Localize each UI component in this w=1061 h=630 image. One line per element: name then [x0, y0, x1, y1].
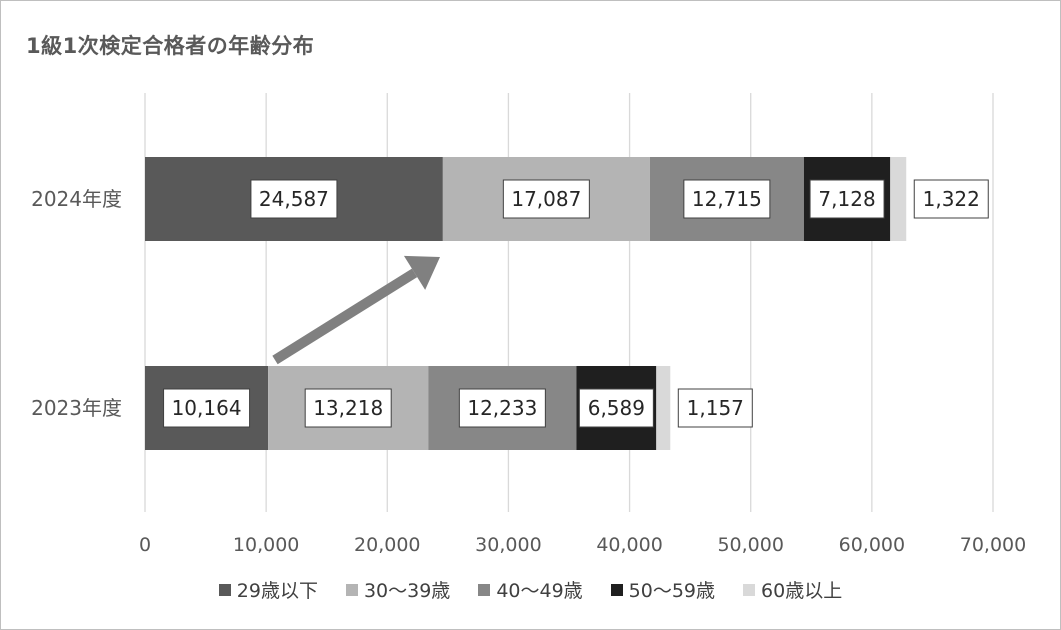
- legend-label: 50～59歳: [628, 580, 716, 602]
- data-label: 10,164: [172, 396, 242, 420]
- chart-title: 1級1次検定合格者の年齢分布: [26, 34, 315, 58]
- data-label-box: [250, 179, 338, 219]
- x-tick-label: 60,000: [839, 534, 905, 556]
- data-label: 6,589: [588, 396, 645, 420]
- legend-item: 50～59歳: [610, 576, 716, 603]
- x-tick-label: 30,000: [475, 534, 541, 556]
- category-label: 2024年度: [31, 187, 122, 211]
- legend-item: 40～49歳: [478, 576, 583, 603]
- legend-label: 60歳以上: [761, 580, 843, 602]
- data-label-box: [683, 179, 771, 219]
- data-label-box: [677, 388, 753, 428]
- data-label: 17,087: [511, 187, 581, 211]
- category-label: 2023年度: [31, 396, 122, 420]
- data-label-box: [809, 179, 885, 219]
- data-label: 13,218: [313, 396, 383, 420]
- legend-swatch: [610, 583, 623, 596]
- legend-item: 29歳以下: [218, 576, 318, 603]
- data-label: 7,128: [818, 187, 875, 211]
- data-label-box: [578, 388, 654, 428]
- x-tick-label: 0: [139, 534, 151, 556]
- legend-swatch: [218, 583, 231, 596]
- legend-label: 29歳以下: [236, 580, 318, 602]
- chart-legend: 29歳以下 30～39歳 40～49歳 50～59歳 60歳以上: [0, 576, 1061, 603]
- data-label: 24,587: [259, 187, 329, 211]
- legend-item: 60歳以上: [743, 576, 842, 603]
- x-tick-label: 50,000: [717, 534, 783, 556]
- bar-segment: [656, 366, 671, 450]
- x-tick-label: 40,000: [596, 534, 662, 556]
- annotation-arrow-shaft: [272, 268, 418, 365]
- data-label: 12,715: [692, 187, 762, 211]
- x-tick-label: 10,000: [233, 534, 299, 556]
- legend-label: 30～39歳: [363, 580, 451, 602]
- x-tick-label: 70,000: [960, 534, 1026, 556]
- data-label-box: [458, 388, 546, 428]
- data-label: 1,322: [923, 187, 980, 211]
- legend-swatch: [345, 583, 358, 596]
- data-label-box: [502, 179, 590, 219]
- data-label: 12,233: [467, 396, 537, 420]
- data-label-box: [304, 388, 392, 428]
- x-tick-label: 20,000: [354, 534, 420, 556]
- data-label-box: [913, 179, 989, 219]
- data-label: 1,157: [687, 396, 744, 420]
- legend-swatch: [478, 583, 491, 596]
- data-label-box: [163, 388, 251, 428]
- bar-segment: [890, 157, 907, 241]
- legend-item: 30～39歳: [345, 576, 451, 603]
- annotation-arrow-head: [403, 255, 440, 290]
- legend-label: 40～49歳: [496, 580, 583, 602]
- legend-swatch: [743, 583, 756, 596]
